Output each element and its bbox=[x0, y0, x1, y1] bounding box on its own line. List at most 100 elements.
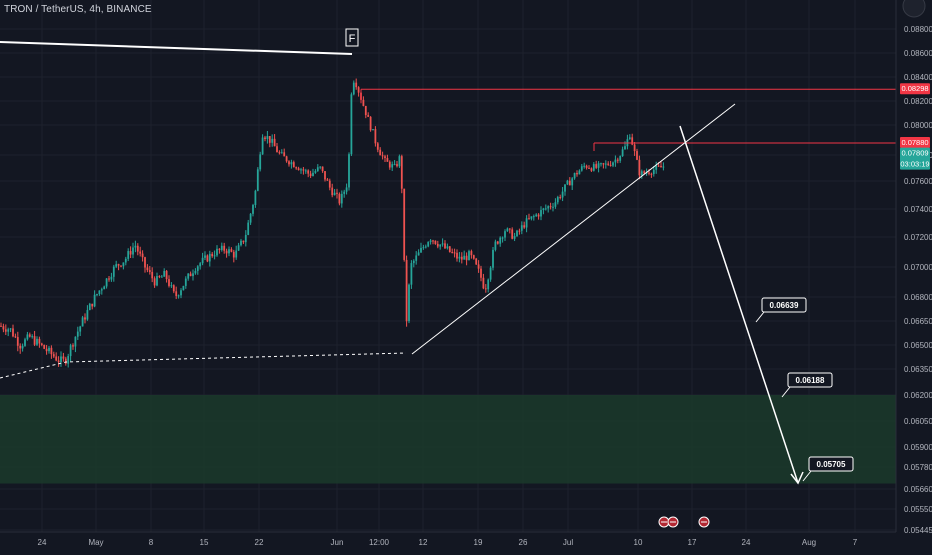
candle-body bbox=[103, 286, 106, 290]
candle-body bbox=[60, 356, 62, 363]
candle-body bbox=[614, 159, 617, 163]
candle-body bbox=[57, 360, 60, 363]
candle-body bbox=[218, 248, 221, 250]
x-tick-label: 7 bbox=[853, 538, 858, 547]
candle-body bbox=[434, 240, 437, 244]
candle-body bbox=[340, 193, 343, 204]
candle-body bbox=[540, 210, 542, 217]
candle-body bbox=[472, 255, 475, 259]
trend-line-support-dashed bbox=[0, 352, 407, 379]
candle-body bbox=[84, 317, 86, 320]
candle-body bbox=[139, 251, 142, 254]
candle-body bbox=[9, 328, 12, 330]
target-zone bbox=[0, 395, 896, 484]
candle-body bbox=[588, 167, 590, 169]
candle-body bbox=[628, 137, 631, 140]
candle-body bbox=[86, 310, 89, 320]
candle-body bbox=[580, 166, 583, 171]
candle-body bbox=[508, 228, 511, 230]
price-axis-label-bg bbox=[900, 83, 930, 95]
candle-body bbox=[223, 245, 226, 251]
candle-body bbox=[393, 164, 396, 166]
candle-body bbox=[112, 266, 115, 277]
target-callout-label: 0.06188 bbox=[796, 376, 825, 385]
y-tick-label: 0.05660 bbox=[904, 485, 932, 494]
candle-body bbox=[324, 171, 326, 180]
projection-arrow bbox=[679, 125, 799, 484]
candle-body bbox=[192, 273, 194, 277]
candle-body bbox=[602, 163, 605, 165]
trend-line-top bbox=[0, 41, 353, 55]
x-tick-label: 10 bbox=[634, 538, 643, 547]
y-tick-label: 0.08800 bbox=[904, 25, 932, 34]
candle-body bbox=[36, 338, 38, 345]
candle-body bbox=[256, 169, 259, 191]
candle-body bbox=[228, 249, 230, 254]
candle-body bbox=[386, 157, 389, 162]
candle-body bbox=[319, 166, 322, 168]
x-tick-label: 24 bbox=[742, 538, 751, 547]
price-axis-label: 0.07880 bbox=[901, 138, 928, 147]
candle-body bbox=[388, 161, 391, 168]
candle-body bbox=[484, 288, 487, 290]
candle-body bbox=[561, 191, 564, 198]
candle-body bbox=[436, 243, 439, 247]
candle-body bbox=[516, 230, 518, 237]
candle-body bbox=[398, 156, 401, 167]
candle-body bbox=[96, 294, 98, 296]
candle-body bbox=[328, 180, 331, 188]
candle-body bbox=[136, 245, 139, 252]
candle-body bbox=[532, 216, 535, 218]
candle-body bbox=[72, 345, 74, 347]
candle-body bbox=[417, 252, 420, 256]
candle-body bbox=[384, 156, 386, 158]
candle-body bbox=[148, 270, 151, 272]
y-tick-label: 0.05900 bbox=[904, 443, 932, 452]
candle-body bbox=[631, 137, 634, 145]
candle-body bbox=[470, 251, 473, 256]
candle-body bbox=[170, 285, 173, 287]
candle-body bbox=[554, 202, 557, 207]
y-tick-label: 0.05780 bbox=[904, 463, 932, 472]
candle-body bbox=[64, 358, 67, 364]
candle-body bbox=[648, 172, 650, 174]
candle-body bbox=[187, 273, 190, 279]
candle-body bbox=[655, 165, 658, 170]
callout-pointer bbox=[802, 470, 812, 482]
candle-body bbox=[16, 337, 19, 346]
candle-body bbox=[160, 276, 163, 278]
candle-body bbox=[573, 173, 576, 179]
candle-body bbox=[124, 258, 127, 263]
candle-body bbox=[362, 99, 365, 106]
candle-body bbox=[172, 285, 175, 292]
candle-body bbox=[88, 303, 91, 311]
y-tick-label: 0.06050 bbox=[904, 417, 932, 426]
candle-body bbox=[607, 163, 610, 165]
candle-body bbox=[182, 285, 185, 291]
candle-body bbox=[285, 156, 288, 162]
candle-body bbox=[273, 138, 276, 147]
candle-body bbox=[520, 225, 523, 231]
candle-body bbox=[391, 164, 394, 168]
candle-body bbox=[650, 173, 653, 175]
candle-body bbox=[482, 277, 485, 289]
candle-body bbox=[45, 348, 48, 352]
candle-body bbox=[381, 155, 384, 157]
candle-body bbox=[232, 251, 235, 258]
candle-body bbox=[364, 105, 367, 116]
candle-body bbox=[559, 197, 562, 199]
candle-body bbox=[410, 263, 413, 285]
candle-body bbox=[194, 270, 197, 274]
candle-body bbox=[199, 263, 202, 267]
candle-body bbox=[261, 137, 264, 155]
candle-body bbox=[400, 156, 403, 189]
candle-body bbox=[506, 228, 509, 232]
candle-body bbox=[556, 197, 559, 203]
candle-body bbox=[81, 317, 84, 327]
x-tick-label: Jul bbox=[563, 538, 573, 547]
candle-body bbox=[643, 171, 646, 174]
candle-body bbox=[492, 249, 494, 268]
candle-body bbox=[105, 278, 108, 287]
